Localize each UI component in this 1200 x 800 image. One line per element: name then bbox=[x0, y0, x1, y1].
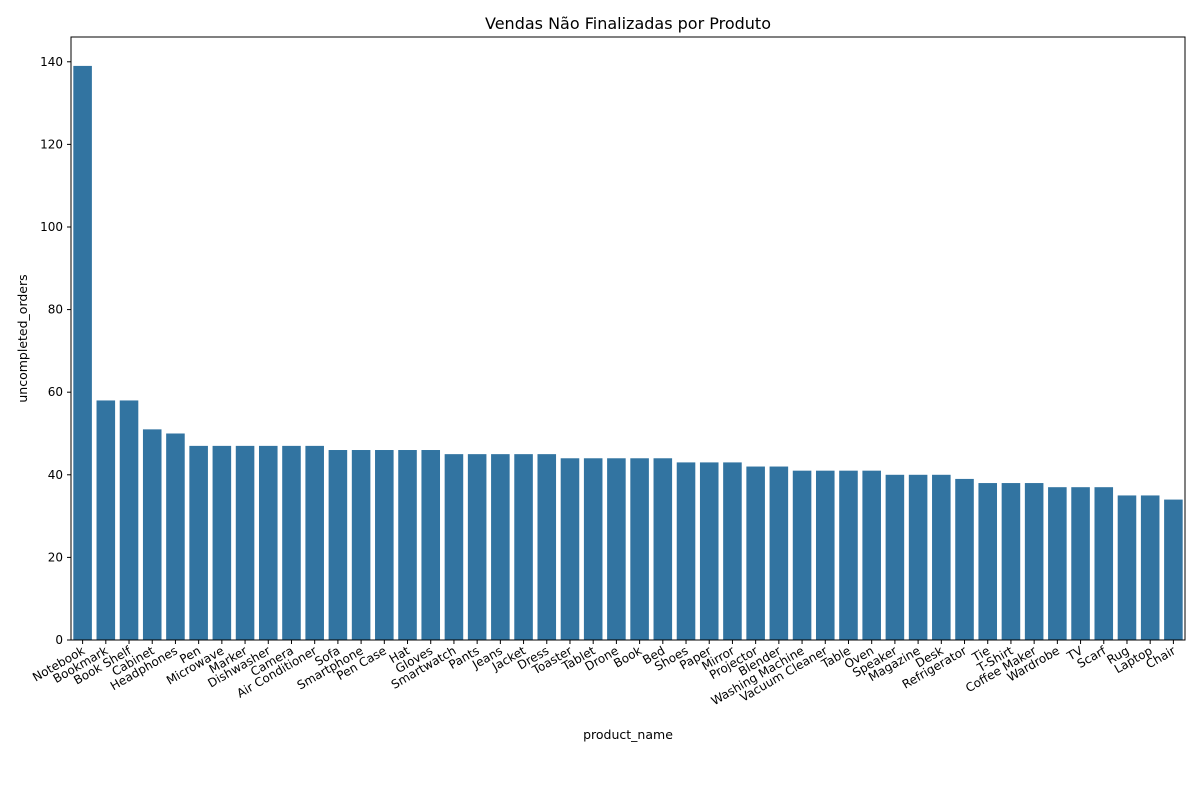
y-tick-label: 60 bbox=[48, 385, 63, 399]
bar-27 bbox=[699, 462, 719, 640]
bar-4 bbox=[166, 433, 185, 640]
y-tick-label: 100 bbox=[40, 220, 63, 234]
bar-38 bbox=[955, 478, 974, 640]
bar-40 bbox=[1001, 483, 1021, 640]
bar-16 bbox=[444, 454, 464, 640]
y-tick-label: 40 bbox=[48, 468, 63, 482]
bar-18 bbox=[491, 454, 510, 640]
bar-1 bbox=[96, 400, 116, 640]
bar-41 bbox=[1024, 483, 1044, 640]
bar-31 bbox=[792, 470, 812, 640]
bar-7 bbox=[235, 445, 255, 640]
chart-title: Vendas Não Finalizadas por Produto bbox=[485, 14, 771, 33]
bar-43 bbox=[1071, 487, 1090, 640]
bar-23 bbox=[607, 458, 626, 640]
bar-37 bbox=[932, 474, 951, 640]
bar-33 bbox=[839, 470, 858, 640]
plot-frame bbox=[70, 36, 1186, 641]
bar-21 bbox=[560, 458, 580, 640]
y-tick-label: 140 bbox=[40, 55, 63, 69]
bar-20 bbox=[537, 454, 557, 640]
bar-17 bbox=[467, 454, 487, 640]
bar-25 bbox=[653, 458, 673, 640]
bar-34 bbox=[862, 470, 881, 640]
bar-26 bbox=[676, 462, 696, 640]
bar-39 bbox=[978, 483, 998, 640]
bar-2 bbox=[119, 400, 139, 640]
bar-8 bbox=[258, 445, 278, 640]
bars-group bbox=[73, 65, 1183, 641]
bar-5 bbox=[189, 445, 208, 640]
y-tick-label: 80 bbox=[48, 303, 63, 317]
bar-10 bbox=[305, 445, 324, 640]
bar-12 bbox=[351, 450, 371, 640]
bar-42 bbox=[1048, 487, 1067, 640]
bar-28 bbox=[723, 462, 742, 640]
bar-45 bbox=[1117, 495, 1137, 640]
y-axis-label: uncompleted_orders bbox=[15, 274, 30, 402]
x-axis-label: product_name bbox=[583, 727, 673, 742]
bar-30 bbox=[769, 466, 789, 640]
bar-6 bbox=[212, 445, 232, 640]
bar-19 bbox=[514, 454, 533, 640]
y-axis: 0 20 40 60 80 100 120 140 bbox=[40, 55, 71, 647]
bar-46 bbox=[1140, 495, 1160, 640]
bar-44 bbox=[1094, 487, 1114, 640]
bar-35 bbox=[885, 474, 905, 640]
bar-47 bbox=[1164, 499, 1183, 640]
bar-15 bbox=[421, 450, 441, 640]
bar-13 bbox=[375, 450, 394, 640]
bar-29 bbox=[746, 466, 765, 640]
y-tick-label: 20 bbox=[48, 550, 63, 564]
y-tick-label: 120 bbox=[40, 137, 63, 151]
bar-14 bbox=[398, 450, 417, 640]
y-tick-label: 0 bbox=[55, 633, 63, 647]
bar-3 bbox=[142, 429, 162, 640]
bar-32 bbox=[815, 470, 835, 640]
bar-0 bbox=[73, 65, 92, 641]
bar-11 bbox=[328, 450, 348, 640]
bar-22 bbox=[583, 458, 603, 640]
bar-36 bbox=[908, 474, 928, 640]
bar-24 bbox=[630, 458, 649, 640]
bar-9 bbox=[282, 445, 301, 640]
